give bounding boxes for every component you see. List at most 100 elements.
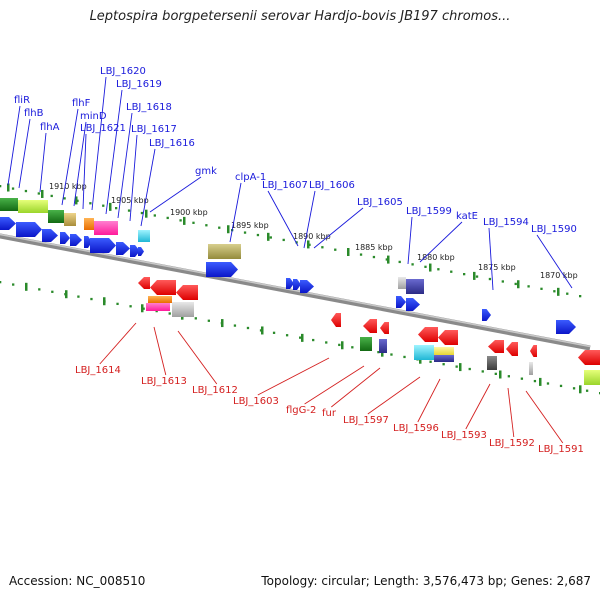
feature-box-cyan [138,230,150,242]
track-dot [142,307,145,310]
major-tick [347,248,350,256]
callout-line [304,365,365,405]
tick-label-1910-kbp: 1910 kbp [49,182,87,191]
forward-gene-arrow [130,245,140,257]
callout-lbj-1614: LBJ_1614 [75,322,137,376]
tick-label-1890-kbp: 1890 kbp [293,232,331,241]
gene-label-lbj-1596: LBJ_1596 [393,423,439,434]
callout-line [73,121,87,207]
track-dot [334,248,337,251]
track-dot [372,255,376,259]
track-dot [424,265,427,268]
track-dot [116,302,119,306]
track-dot [351,346,354,349]
gene-label-lbj-1619: LBJ_1619 [116,79,162,90]
major-tick [109,202,112,211]
callout-lbj-1616: LBJ_1616 [140,138,195,227]
track-dot [63,197,66,200]
forward-tick-track [0,183,582,298]
callout-clpa-1: clpA-1 [229,172,266,243]
tick-label-1900-kbp: 1900 kbp [170,208,208,217]
forward-gene-arrow [206,262,238,277]
track-dot [540,287,543,290]
gene-label-gmk: gmk [195,166,217,177]
track-dot [403,355,406,359]
reverse-gene-arrow [176,285,198,300]
callout-lbj-1599: LBJ_1599 [406,206,452,265]
gene-label-flir: fliR [14,95,30,106]
track-dot [450,270,453,273]
callout-flha: flhA [39,122,60,193]
track-dot [51,290,54,293]
gene-label-lbj-1612: LBJ_1612 [192,385,238,396]
track-dot [11,187,15,190]
feature-box-orange [148,296,172,303]
callout-line [303,190,316,249]
callout-line [105,89,123,215]
feature-box-pink [146,303,170,311]
callout-kate: katE [419,211,478,263]
feature-box-gray [529,362,533,375]
reverse-gene-arrow [506,342,518,356]
track-dot [546,382,550,385]
forward-gene-arrow [286,278,294,289]
major-tick [141,304,144,313]
forward-gene-arrow [16,222,42,237]
feature-box-dark [487,356,497,370]
gene-label-flhb: flhB [24,108,44,119]
track-dot [527,285,530,288]
track-dot [514,282,517,286]
callout-lbj-1592: LBJ_1592 [489,387,535,449]
feature-box-navy [379,339,387,353]
gene-label-lbj-1603: LBJ_1603 [233,396,279,407]
reverse-gene-arrow [578,350,600,365]
major-tick [517,280,520,289]
track-dot [481,370,484,373]
callout-flhb: flhB [18,108,44,189]
major-tick [307,240,310,249]
forward-gene-arrow [138,247,144,256]
callout-line [7,105,21,186]
tick-label-1880-kbp: 1880 kbp [417,253,455,262]
track-dot [127,209,131,212]
gene-label-lbj-1617: LBJ_1617 [131,124,177,135]
feature-box-navy [406,279,424,294]
callout-lbj-1591: LBJ_1591 [525,390,584,455]
gene-label-lbj-1605: LBJ_1605 [357,197,403,208]
feature-box-green [0,198,18,211]
callout-lbj-1617: LBJ_1617 [129,124,177,222]
track-dot [269,236,272,239]
track-dot [243,231,247,234]
feature-box-lime [584,370,600,385]
track-dot [233,324,237,327]
track-dot [129,305,132,308]
major-tick [65,290,68,299]
callout-lbj-1605: LBJ_1605 [313,197,403,249]
track-dot [77,295,80,298]
track-dot [501,280,504,283]
major-tick [473,271,476,280]
callout-lbj-1607: LBJ_1607 [262,180,308,247]
major-tick [301,333,304,342]
callout-line [229,182,242,243]
track-dot [299,336,302,339]
major-tick [7,183,10,192]
track-dot [572,387,576,390]
callout-line [313,207,364,249]
gene-label-lbj-1621: LBJ_1621 [80,123,126,134]
major-tick [579,385,582,394]
major-tick [25,282,28,291]
track-dot [507,375,510,378]
gene-label-lbj-1591: LBJ_1591 [538,444,584,455]
callout-line [99,322,137,365]
gene-label-flgg-2: flgG-2 [286,405,316,416]
track-dot [285,334,289,337]
forward-gene-arrow [406,298,420,311]
callout-line [91,76,107,211]
callout-lbj-1621: LBJ_1621 [80,123,126,210]
track-dot [246,326,250,330]
track-dot [272,331,276,334]
track-dot [12,283,15,286]
reverse-gene-arrow [488,340,504,353]
